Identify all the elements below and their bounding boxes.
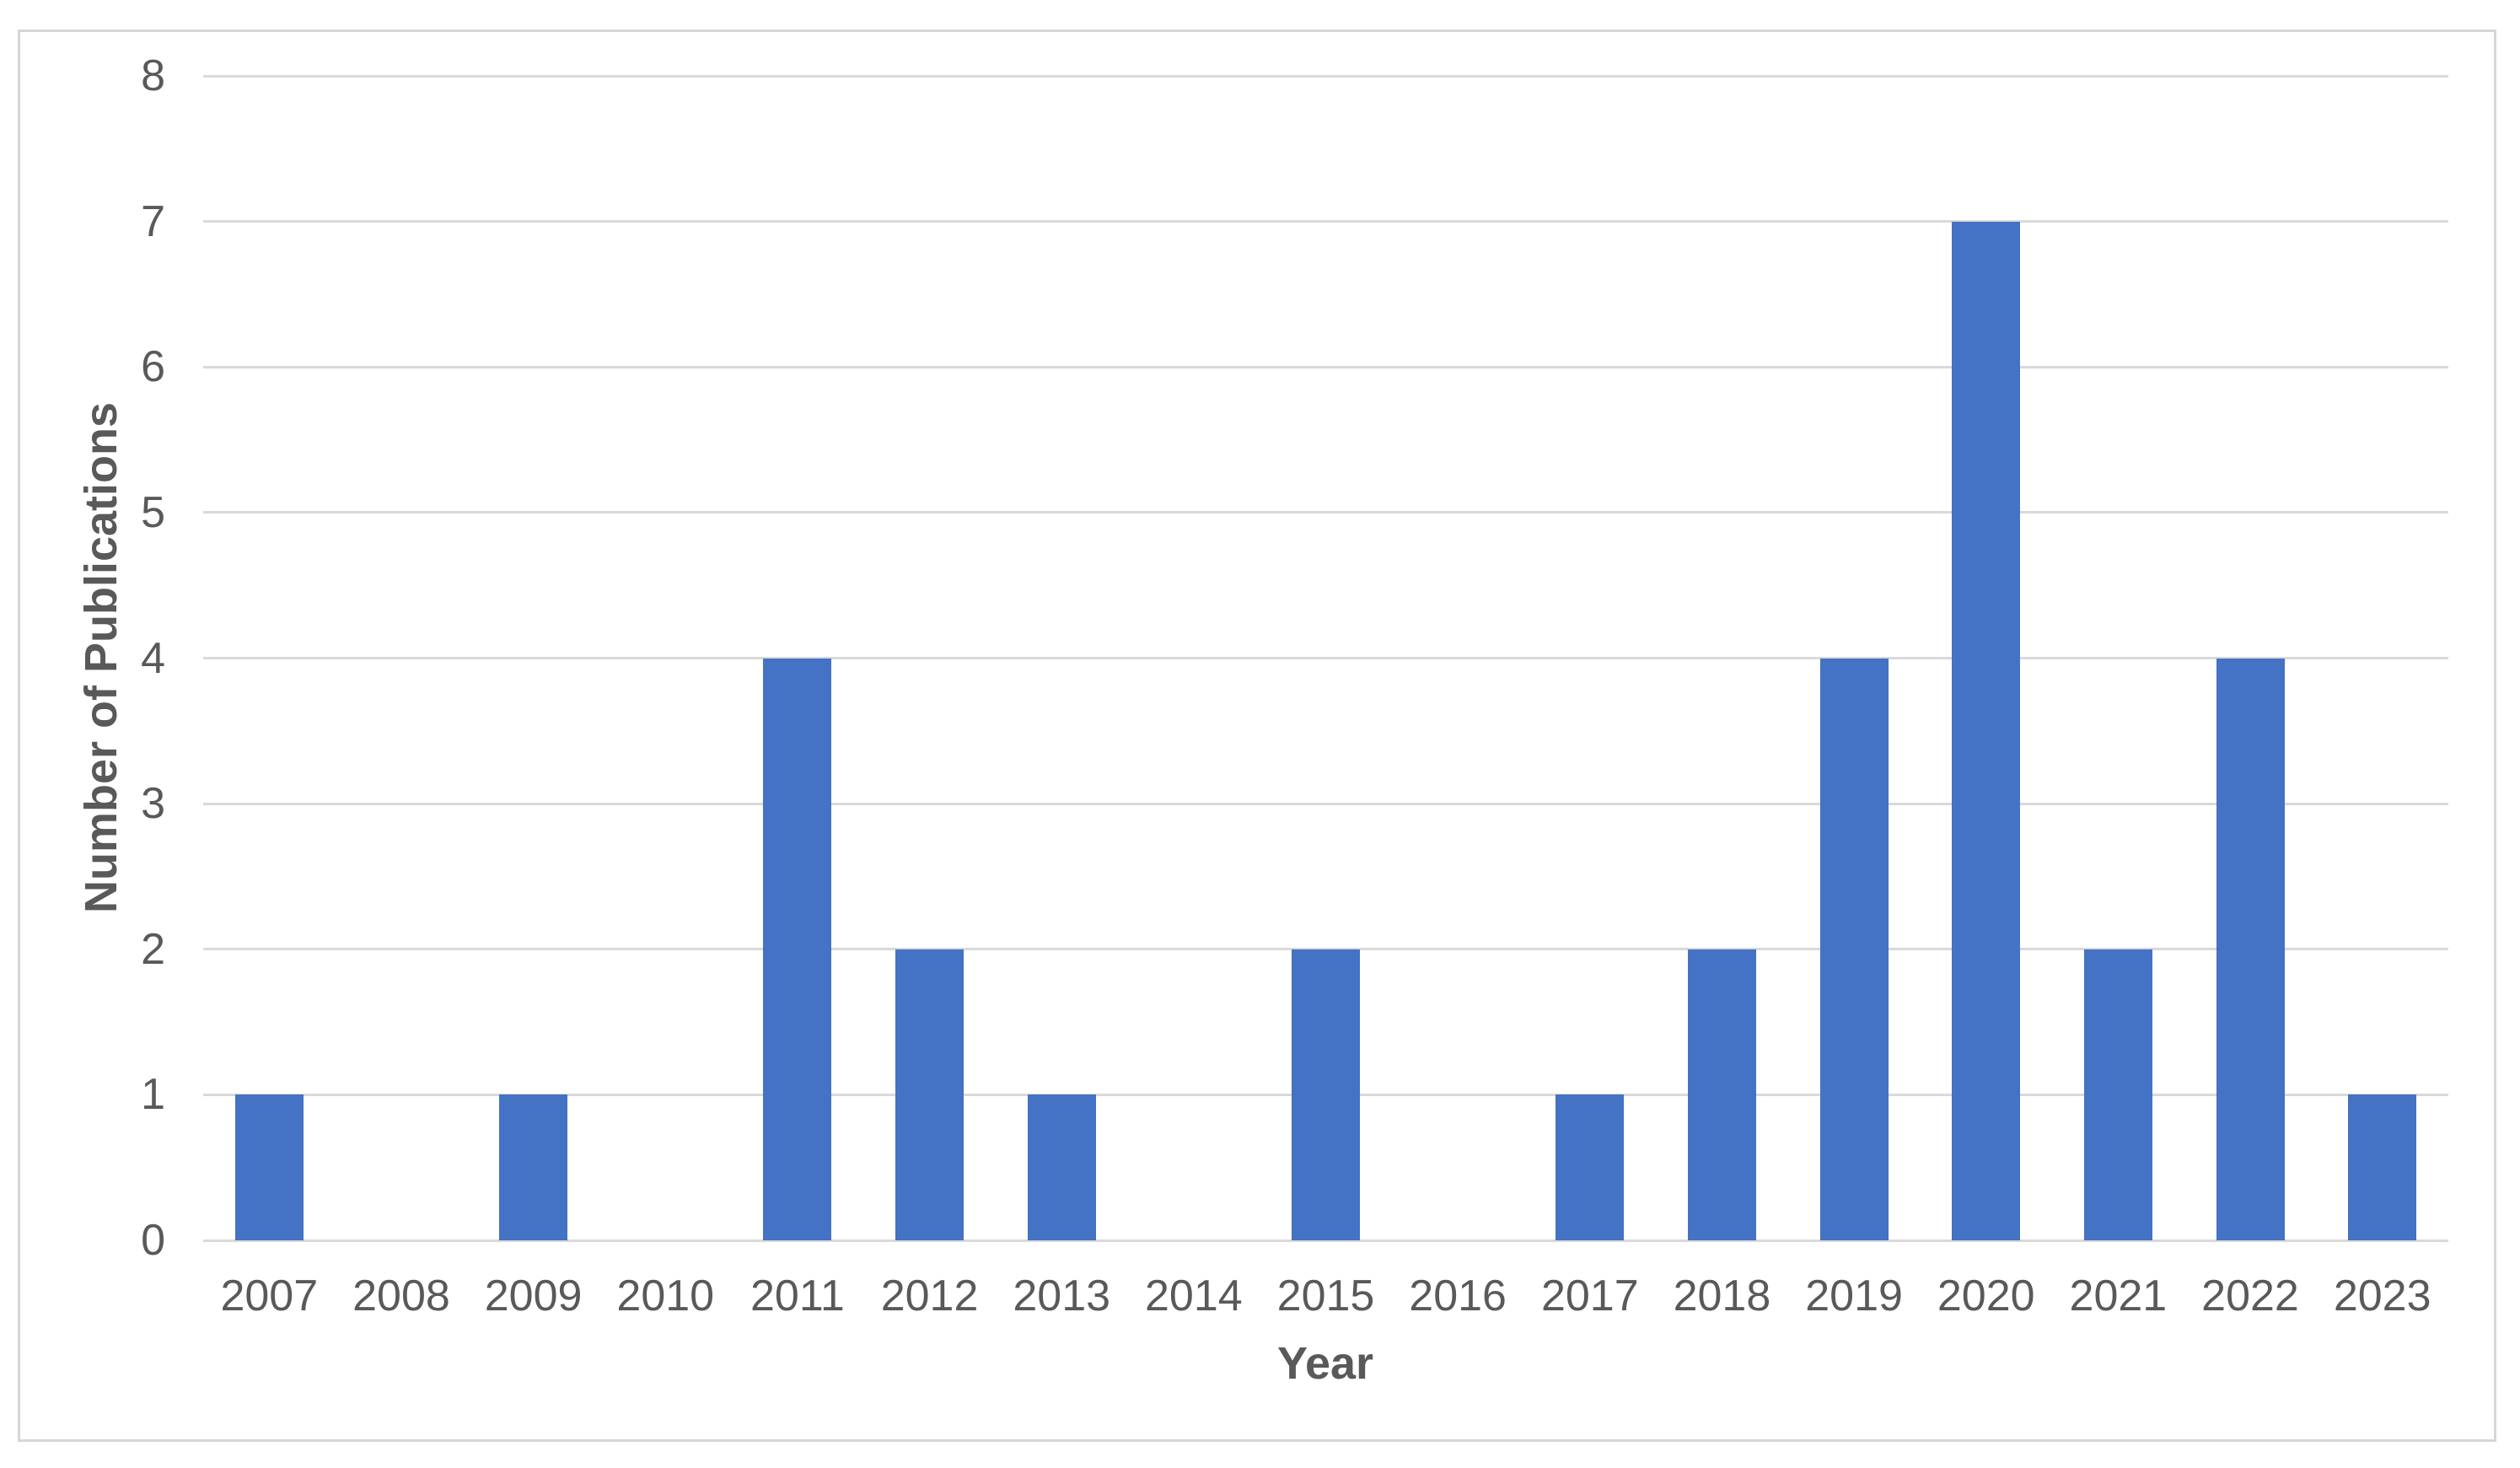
y-tick-label: 3 — [141, 779, 165, 829]
y-tick-label: 2 — [141, 924, 165, 974]
bar-2015 — [1292, 949, 1360, 1240]
bar-2007 — [234, 1094, 304, 1240]
x-tick-label: 2010 — [616, 1272, 715, 1320]
x-tick-label: 2008 — [352, 1272, 450, 1320]
bar-2017 — [1556, 1094, 1625, 1240]
bar-2021 — [2083, 949, 2152, 1240]
gridline-y-0 — [203, 1239, 2448, 1242]
bar-2018 — [1687, 949, 1756, 1240]
x-tick-label: 2018 — [1673, 1272, 1771, 1320]
gridline-y-6 — [203, 365, 2448, 368]
y-tick-label: 1 — [141, 1070, 165, 1120]
x-tick-label: 2012 — [880, 1272, 979, 1320]
bar-2012 — [895, 949, 964, 1240]
bar-2013 — [1027, 1094, 1096, 1240]
bar-2009 — [499, 1094, 568, 1240]
x-tick-label: 2007 — [220, 1272, 319, 1320]
chart-border-frame — [18, 30, 2496, 1442]
y-tick-label: 4 — [141, 633, 165, 683]
bar-2023 — [2348, 1094, 2417, 1240]
y-tick-label: 7 — [141, 196, 165, 246]
bar-2020 — [1952, 221, 2021, 1240]
x-tick-label: 2015 — [1276, 1272, 1375, 1320]
gridline-y-3 — [203, 802, 2448, 805]
x-tick-label: 2009 — [484, 1272, 583, 1320]
gridline-y-5 — [203, 511, 2448, 514]
x-tick-label: 2011 — [750, 1272, 845, 1320]
bar-2011 — [763, 658, 832, 1240]
gridline-y-8 — [203, 74, 2448, 78]
y-tick-label: 0 — [141, 1216, 165, 1265]
x-tick-label: 2013 — [1013, 1272, 1111, 1320]
x-tick-label: 2020 — [1937, 1272, 2035, 1320]
x-tick-label: 2016 — [1409, 1272, 1507, 1320]
x-tick-label: 2014 — [1145, 1272, 1243, 1320]
x-tick-label: 2022 — [2201, 1272, 2299, 1320]
bar-2019 — [1819, 658, 1889, 1240]
x-tick-label: 2021 — [2069, 1272, 2168, 1320]
x-axis-title: Year — [1276, 1338, 1374, 1389]
x-tick-label: 2017 — [1540, 1272, 1639, 1320]
y-tick-label: 6 — [141, 342, 165, 392]
y-tick-label: 8 — [141, 51, 165, 100]
x-tick-label: 2023 — [2333, 1272, 2431, 1320]
gridline-y-4 — [203, 657, 2448, 659]
gridline-y-7 — [203, 220, 2448, 223]
y-tick-label: 5 — [141, 487, 165, 537]
plot-area — [203, 74, 2448, 1242]
bar-2022 — [2216, 658, 2285, 1240]
x-tick-label: 2019 — [1805, 1272, 1903, 1320]
